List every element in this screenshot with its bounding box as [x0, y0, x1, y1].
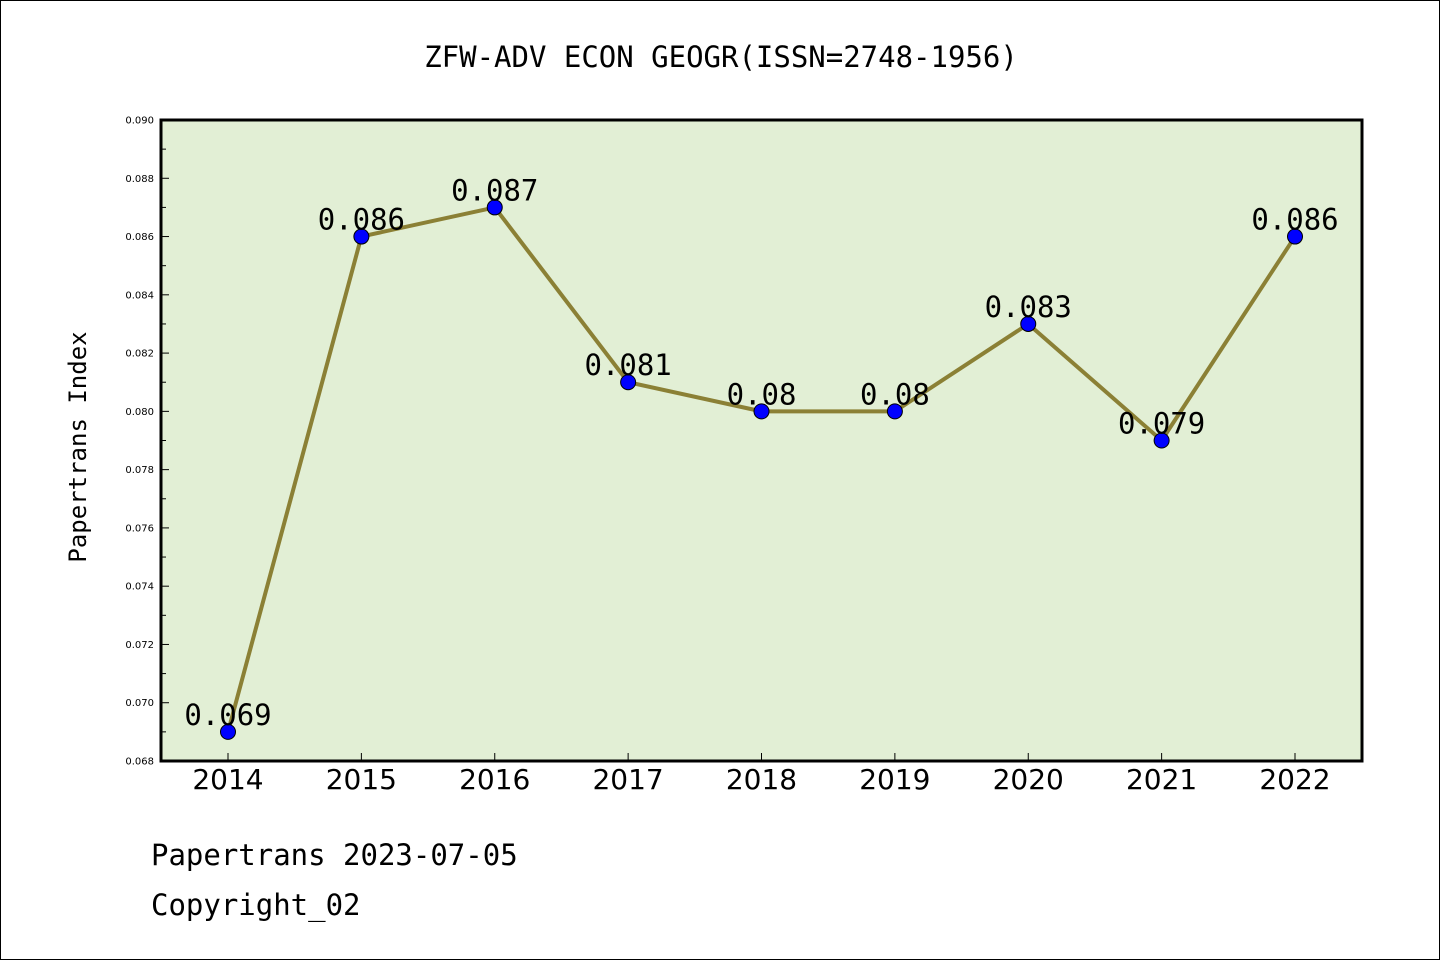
x-tick-label: 2019: [859, 763, 930, 796]
y-tick-label: 0.088: [125, 174, 154, 185]
x-axis: 2014 2015 2016 2017 2018 2019 2020 2021 2022: [192, 753, 1331, 796]
x-tick-label: 2014: [192, 763, 263, 796]
footer-date-text: Papertrans 2023-07-05: [151, 838, 518, 872]
x-tick-label: 2016: [459, 763, 530, 796]
data-label: 0.081: [584, 348, 671, 382]
data-point: [353, 228, 370, 245]
data-label: 0.08: [860, 377, 930, 411]
data-point: [1153, 432, 1170, 449]
footer-copyright-text: Copyright_02: [151, 888, 361, 923]
x-tick-label: 2018: [726, 763, 797, 796]
data-label: 0.069: [184, 698, 271, 732]
y-tick-label: 0.076: [125, 523, 154, 534]
y-tick-label: 0.082: [125, 349, 154, 360]
x-tick-label: 2015: [326, 763, 397, 796]
data-point: [1287, 228, 1303, 245]
y-tick-label: 0.068: [125, 757, 154, 768]
y-tick-label: 0.080: [125, 407, 154, 418]
y-tick-label: 0.084: [125, 290, 154, 301]
data-label: 0.08: [727, 377, 797, 411]
data-point: [220, 723, 236, 740]
x-tick-label: 2017: [592, 763, 663, 796]
x-tick-label: 2022: [1259, 763, 1330, 796]
data-point: [486, 199, 503, 216]
data-label: 0.079: [1118, 407, 1205, 441]
x-tick-label: 2021: [1126, 763, 1197, 796]
y-tick-label: 0.072: [125, 640, 154, 651]
data-label: 0.083: [985, 290, 1072, 324]
series-layer: 0.069 0.086 0.087 0.081 0.08 0.08 0.083 0.079 0.…: [184, 173, 1339, 740]
data-label: 0.086: [318, 203, 405, 237]
data-point: [886, 403, 903, 420]
y-tick-label: 0.078: [125, 465, 154, 476]
y-tick-label: 0.070: [125, 698, 154, 709]
x-tick-label: 2020: [993, 763, 1064, 796]
chart-title: ZFW-ADV ECON GEOGR(ISSN=2748-1956): [424, 40, 1018, 74]
data-point: [620, 374, 637, 391]
data-label: 0.087: [451, 173, 538, 207]
y-tick-label: 0.090: [125, 116, 154, 127]
data-point: [753, 403, 770, 420]
data-point: [1020, 315, 1037, 332]
y-tick-label: 0.086: [125, 232, 154, 243]
data-label: 0.086: [1251, 203, 1338, 237]
plot-border: [159, 118, 1364, 763]
y-axis-label: Papertrans Index: [64, 331, 92, 562]
y-tick-label: 0.074: [125, 582, 154, 593]
